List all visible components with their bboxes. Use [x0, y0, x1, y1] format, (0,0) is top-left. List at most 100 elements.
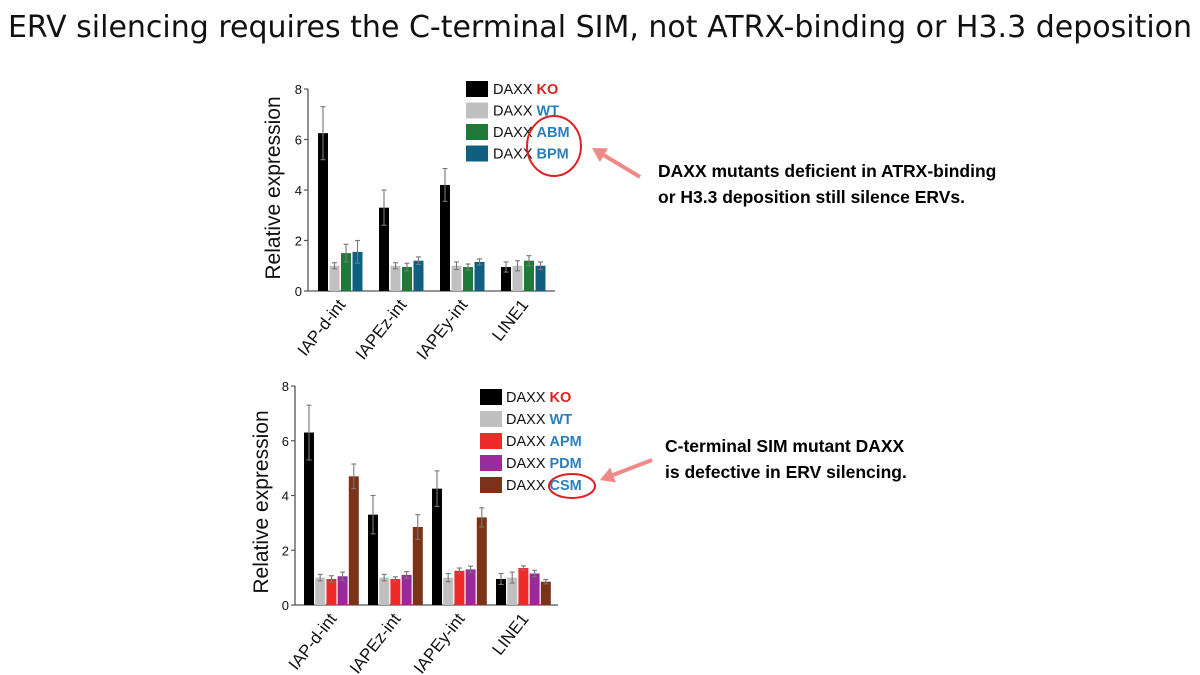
legend-prefix: DAXX: [493, 104, 537, 120]
legend-entry-abm: DAXX ABM: [493, 125, 570, 141]
legend-swatch-wt: [466, 102, 488, 119]
bar-apm-2: [390, 578, 401, 605]
annotation-bottom: C-terminal SIM mutant DAXX is defective …: [665, 433, 907, 485]
legend-label: KO: [537, 82, 559, 98]
legend-label: ABM: [537, 125, 570, 141]
legend-prefix: DAXX: [506, 390, 550, 406]
bar-wt-3: [443, 577, 454, 605]
legend-label: PDM: [550, 456, 582, 472]
annotation-top: DAXX mutants deficient in ATRX-binding o…: [658, 158, 996, 210]
legend-prefix: DAXX: [493, 147, 537, 163]
bar-pdm-4: [529, 573, 540, 605]
legend-entry-bpm: DAXX BPM: [493, 147, 569, 163]
legend-entry-apm: DAXX APM: [506, 434, 582, 450]
legend-label: KO: [550, 390, 572, 406]
legend-entry-wt: DAXX WT: [493, 104, 559, 120]
legend-swatch-pdm: [480, 455, 502, 471]
legend-prefix: DAXX: [493, 82, 537, 98]
arrow-head: [600, 467, 616, 483]
y-tick-label: 6: [282, 434, 289, 449]
legend-entry-ko: DAXX KO: [493, 82, 558, 98]
y-tick-label: 8: [282, 379, 289, 394]
bar-wt-2: [379, 577, 390, 605]
y-tick-label: 0: [295, 284, 302, 299]
bar-csm-2: [412, 526, 423, 605]
bar-ko-3: [440, 184, 450, 291]
y-axis-label: Relative expression: [250, 410, 273, 593]
bar-wt-4: [512, 265, 523, 291]
bar-ko-1: [304, 432, 314, 605]
bar-apm-3: [454, 570, 465, 605]
legend-prefix: DAXX: [493, 125, 537, 141]
bar-ko-2: [368, 514, 378, 605]
highlight-circle: [526, 115, 582, 177]
y-tick-label: 2: [295, 234, 302, 249]
y-axis-label: Relative expression: [262, 96, 285, 279]
legend-label: BPM: [537, 147, 569, 163]
bar-bpm-3: [474, 261, 485, 291]
legend-entry-pdm: DAXX PDM: [506, 456, 582, 472]
bar-ko-4: [501, 267, 511, 291]
legend-swatch-apm: [480, 433, 502, 449]
legend-swatch-wt: [480, 411, 502, 427]
arrow-line: [602, 153, 642, 179]
bar-apm-1: [326, 578, 337, 605]
bar-wt-1: [329, 265, 340, 291]
slide-title: ERV silencing requires the C-terminal SI…: [7, 10, 1193, 45]
y-tick-label: 4: [282, 489, 289, 504]
bar-csm-1: [348, 476, 359, 605]
y-tick-label: 6: [295, 133, 302, 148]
highlight-circle: [548, 473, 596, 499]
bar-ko-1: [318, 133, 328, 291]
bar-wt-4: [507, 577, 518, 605]
legend-swatch-abm: [466, 124, 488, 140]
annotation-top-line-1: DAXX mutants deficient in ATRX-binding: [658, 161, 997, 181]
annotation-bottom-line-2: is defective in ERV silencing.: [665, 462, 907, 482]
bar-bpm-1: [352, 251, 363, 291]
legend-prefix: DAXX: [506, 434, 550, 450]
bar-wt-1: [315, 577, 326, 605]
bar-apm-4: [518, 568, 529, 605]
y-tick-label: 4: [295, 183, 302, 198]
legend-swatch-csm: [480, 477, 502, 493]
bar-abm-1: [341, 253, 351, 291]
bar-ko-2: [379, 207, 389, 291]
legend-swatch-ko: [480, 389, 502, 405]
bar-abm-4: [524, 260, 534, 291]
y-tick-label: 8: [295, 82, 302, 97]
bar-ko-4: [496, 578, 506, 605]
x-tick-label: IAPEz-int: [346, 610, 405, 675]
y-tick-label: 2: [282, 543, 289, 558]
legend-swatch-bpm: [466, 145, 488, 162]
bar-pdm-3: [465, 569, 476, 605]
bar-wt-2: [390, 265, 401, 291]
annotation-top-line-2: or H3.3 deposition still silence ERVs.: [658, 187, 965, 207]
bar-csm-3: [476, 517, 487, 605]
bar-ko-3: [432, 488, 442, 605]
annotation-bottom-line-1: C-terminal SIM mutant DAXX: [665, 436, 905, 456]
x-tick-label: LINE1: [488, 610, 532, 659]
legend-entry-ko: DAXX KO: [506, 390, 571, 406]
bar-pdm-2: [401, 574, 412, 605]
legend-label: CSM: [550, 478, 582, 494]
bar-wt-3: [451, 265, 462, 291]
bar-csm-4: [540, 581, 551, 605]
legend-label: APM: [550, 434, 582, 450]
bar-abm-3: [463, 267, 473, 291]
legend-label: WT: [550, 412, 573, 428]
legend-entry-csm: DAXX CSM: [506, 478, 582, 494]
legend-prefix: DAXX: [506, 478, 550, 494]
bar-pdm-1: [337, 576, 348, 605]
legend-prefix: DAXX: [506, 456, 550, 472]
legend-prefix: DAXX: [506, 412, 550, 428]
arrow-line: [612, 458, 653, 477]
x-tick-label: IAP-d-int: [285, 610, 341, 674]
bar-bpm-4: [535, 265, 546, 291]
y-tick-label: 0: [282, 598, 289, 613]
bar-bpm-2: [413, 260, 424, 291]
legend-entry-wt: DAXX WT: [506, 412, 572, 428]
x-tick-label: IAPEy-int: [410, 610, 469, 675]
bar-abm-2: [402, 267, 412, 291]
